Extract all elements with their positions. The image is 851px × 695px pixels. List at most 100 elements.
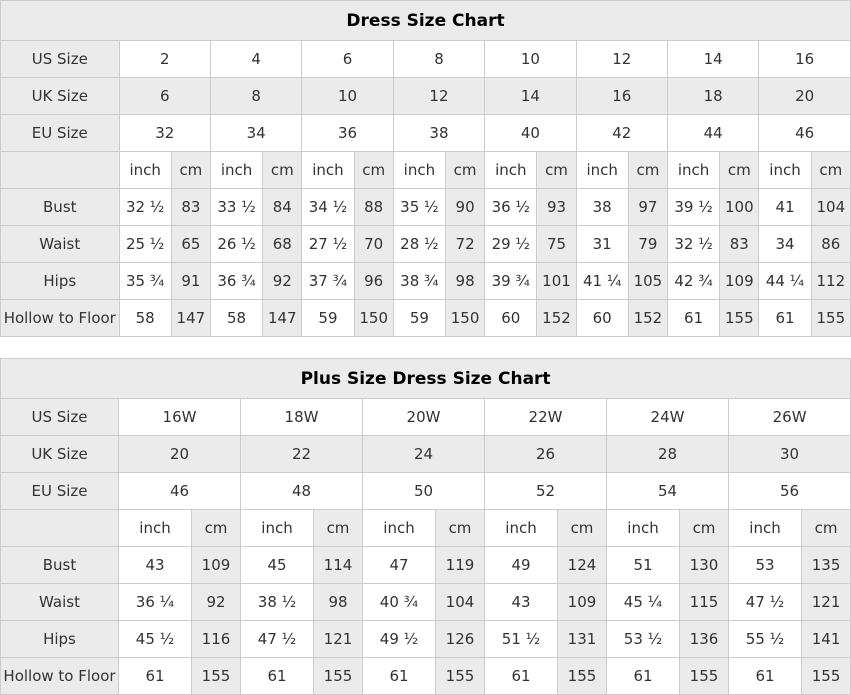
size-value-cell: 20 [758,77,851,115]
unit-inch-cell: inch [392,151,447,189]
size-value-cell: 26 [484,435,607,473]
measure-cm-cell: 68 [262,225,303,263]
row-label: UK Size [0,77,120,115]
unit-inch-cell: inch [758,151,812,189]
unit-inch-cell: inch [575,151,629,189]
title-row: Plus Size Dress Size Chart [0,358,851,399]
unit-cm-cell: cm [679,509,729,547]
measure-cm-cell: 114 [313,546,363,584]
size-value-cell: 22W [484,398,607,436]
dress-size-chart-container: Dress Size Chart US Size 2 4 6 8 10 12 14 16 UK Si… [0,0,851,337]
measure-cm-cell: 75 [536,225,577,263]
unit-cm-cell: cm [557,509,607,547]
measure-inch-cell: 45 ½ [118,620,192,658]
measure-row: Bust 32 ½ 83 33 ½ 84 34 ½ 88 35 ½ 90 36 ½ 93 38 97 39… [0,188,851,226]
size-row: EU Size 46 48 50 52 54 56 [0,472,851,510]
measure-inch-cell: 61 [758,299,812,337]
measure-cm-cell: 109 [719,262,760,300]
table-gap [0,337,851,358]
row-label: EU Size [0,114,120,152]
measure-inch-cell: 61 [606,657,680,695]
size-value-cell: 2 [118,40,211,78]
size-value-cell: 8 [209,77,303,115]
size-value-cell: 24 [362,435,485,473]
measure-inch-cell: 61 [666,299,721,337]
measure-cm-cell: 155 [313,657,363,695]
size-value-cell: 24W [606,398,729,436]
measure-cm-cell: 150 [444,299,486,337]
measure-cm-cell: 72 [444,225,486,263]
unit-inch-cell: inch [209,151,264,189]
size-value-cell: 38 [392,114,486,152]
size-value-cell: 10 [484,40,577,78]
measure-inch-cell: 51 [606,546,680,584]
plus-size-dress-size-chart: Plus Size Dress Size Chart US Size 16W 18W 2… [0,358,851,695]
measure-cm-cell: 155 [557,657,607,695]
unit-cm-cell: cm [170,151,211,189]
size-value-cell: 12 [392,77,486,115]
measure-row: Hollow to Floor 61 155 61 155 61 155 61 155 61 155… [0,657,851,695]
size-value-cell: 20W [362,398,485,436]
measure-inch-cell: 43 [484,583,558,621]
measure-inch-cell: 39 ½ [666,188,721,226]
row-label: Hips [0,620,119,658]
row-label: Waist [0,583,119,621]
row-label: EU Size [0,472,119,510]
measure-inch-cell: 42 ¾ [666,262,721,300]
measure-cm-cell: 98 [313,583,363,621]
size-value-cell: 26W [727,398,851,436]
measure-cm-cell: 130 [679,546,729,584]
measure-inch-cell: 40 ¾ [362,583,436,621]
measure-cm-cell: 109 [557,583,607,621]
size-value-cell: 42 [575,114,668,152]
measure-cm-cell: 152 [536,299,577,337]
size-value-cell: 10 [301,77,394,115]
measure-cm-cell: 86 [810,225,851,263]
measure-inch-cell: 61 [362,657,436,695]
unit-inch-cell: inch [728,509,802,547]
measure-inch-cell: 36 ¾ [209,262,264,300]
measure-cm-cell: 155 [800,657,851,695]
row-label: US Size [0,398,119,436]
size-value-cell: 6 [301,40,394,78]
row-label [0,509,119,547]
measure-inch-cell: 34 ½ [301,188,355,226]
measure-cm-cell: 136 [679,620,729,658]
measure-inch-cell: 47 ½ [240,620,314,658]
measure-inch-cell: 39 ¾ [484,262,538,300]
size-value-cell: 20 [118,435,241,473]
measure-cm-cell: 91 [170,262,211,300]
measure-inch-cell: 35 ¾ [118,262,172,300]
row-label: US Size [0,40,120,78]
measure-cm-cell: 97 [627,188,668,226]
size-value-cell: 18 [666,77,760,115]
measure-cm-cell: 92 [191,583,241,621]
row-label [0,151,120,189]
measure-row: Waist 25 ½ 65 26 ½ 68 27 ½ 70 28 ½ 72 29 ½ 75 31 79 3… [0,225,851,263]
measure-cm-cell: 126 [435,620,485,658]
measure-cm-cell: 104 [810,188,851,226]
measure-inch-cell: 32 ½ [666,225,721,263]
unit-cm-cell: cm [435,509,485,547]
size-value-cell: 18W [240,398,363,436]
size-value-cell: 14 [484,77,577,115]
dress-size-chart: Dress Size Chart US Size 2 4 6 8 10 12 14 16 UK Si… [0,0,851,337]
measure-cm-cell: 70 [353,225,394,263]
measure-inch-cell: 35 ½ [392,188,447,226]
size-row: EU Size 32 34 36 38 40 42 44 46 [0,114,851,152]
row-label: Waist [0,225,120,263]
measure-cm-cell: 116 [191,620,241,658]
measure-inch-cell: 26 ½ [209,225,264,263]
measure-cm-cell: 119 [435,546,485,584]
measure-cm-cell: 155 [679,657,729,695]
measure-inch-cell: 59 [301,299,355,337]
measure-cm-cell: 112 [810,262,851,300]
measure-inch-cell: 27 ½ [301,225,355,263]
measure-cm-cell: 121 [313,620,363,658]
size-row: UK Size 20 22 24 26 28 30 [0,435,851,473]
size-value-cell: 30 [727,435,851,473]
size-value-cell: 52 [484,472,607,510]
measure-inch-cell: 47 ½ [728,583,802,621]
measure-cm-cell: 124 [557,546,607,584]
unit-inch-cell: inch [484,151,538,189]
